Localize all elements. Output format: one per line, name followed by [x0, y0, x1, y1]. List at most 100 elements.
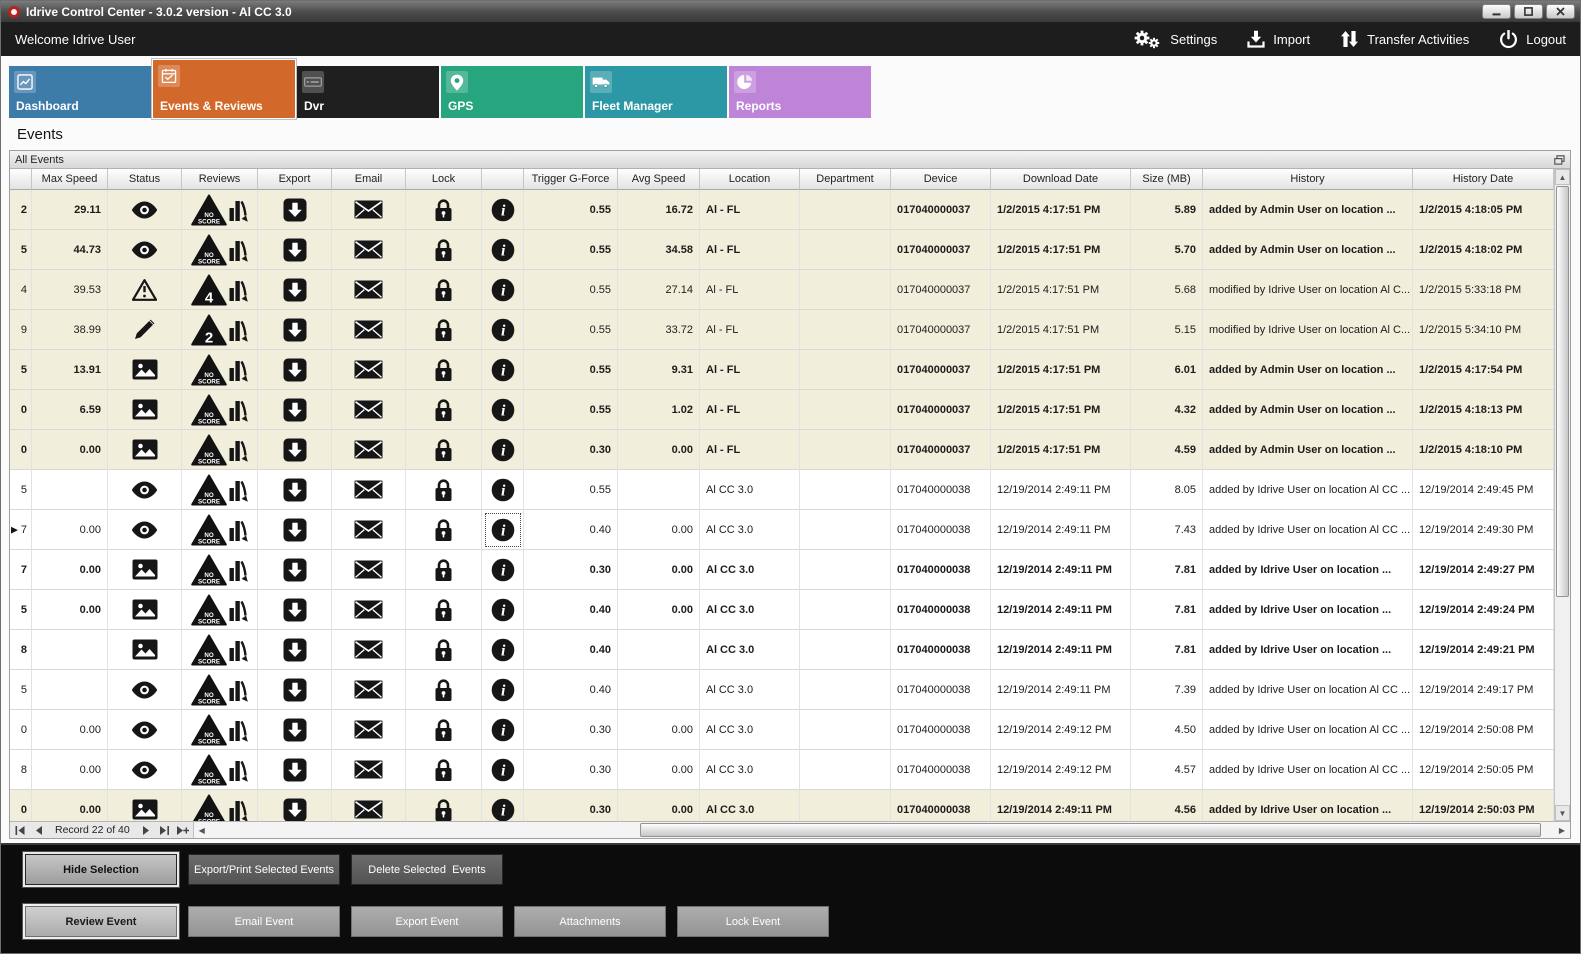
review-score-triangle-icon[interactable]: 2 — [191, 314, 227, 346]
email-icon[interactable] — [354, 280, 383, 299]
info-icon[interactable]: i — [491, 718, 515, 742]
pencil-icon[interactable] — [133, 318, 156, 341]
lock-icon[interactable] — [434, 198, 453, 222]
info-icon[interactable]: i — [491, 638, 515, 662]
column-header-size-mb[interactable]: Size (MB) — [1131, 169, 1203, 190]
tab-fleet-manager[interactable]: Fleet Manager — [585, 66, 727, 118]
table-row[interactable]: 5 13.91 NO SCORE i 0.55 9.31 Al - FL 01704000003… — [10, 350, 1554, 390]
eye-icon[interactable] — [131, 761, 158, 779]
review-chart-icon[interactable] — [229, 556, 248, 583]
column-header-max-speed[interactable]: Max Speed — [32, 169, 108, 190]
topbar-action-import[interactable]: Import — [1247, 30, 1310, 48]
table-row[interactable]: 0 6.59 NO SCORE i 0.55 1.02 Al - FL 017040000037… — [10, 390, 1554, 430]
email-icon[interactable] — [354, 240, 383, 259]
image-icon[interactable] — [132, 399, 158, 420]
export-icon[interactable] — [283, 518, 307, 542]
info-icon[interactable]: i — [491, 358, 515, 382]
export-event-button[interactable]: Export Event — [351, 906, 503, 937]
email-icon[interactable] — [354, 400, 383, 419]
email-icon[interactable] — [354, 560, 383, 579]
review-chart-icon[interactable] — [229, 276, 248, 303]
table-row[interactable]: 2 29.11 NO SCORE i 0.55 16.72 Al - FL 0170400000… — [10, 190, 1554, 230]
info-icon[interactable]: i — [491, 198, 515, 222]
email-event-button[interactable]: Email Event — [188, 906, 340, 937]
info-icon[interactable]: i — [491, 558, 515, 582]
lock-icon[interactable] — [434, 758, 453, 782]
review-chart-icon[interactable] — [229, 316, 248, 343]
email-icon[interactable] — [354, 320, 383, 339]
horizontal-scrollbar[interactable]: ◀ ▶ — [192, 822, 1570, 838]
column-header-department[interactable]: Department — [800, 169, 891, 190]
lock-icon[interactable] — [434, 438, 453, 462]
email-icon[interactable] — [354, 600, 383, 619]
lock-icon[interactable] — [434, 278, 453, 302]
image-icon[interactable] — [132, 599, 158, 620]
info-icon[interactable]: i — [491, 398, 515, 422]
lock-icon[interactable] — [434, 478, 453, 502]
column-header-device[interactable]: Device — [891, 169, 991, 190]
image-icon[interactable] — [132, 439, 158, 460]
export-icon[interactable] — [283, 438, 307, 462]
table-row[interactable]: 8 NO SCORE i 0.40 Al CC 3.0 017040000038 12/19/… — [10, 630, 1554, 670]
eye-icon[interactable] — [131, 721, 158, 739]
review-chart-icon[interactable] — [229, 796, 248, 821]
tab-reports[interactable]: Reports — [729, 66, 871, 118]
attachments-button[interactable]: Attachments — [514, 906, 666, 937]
panel-restore-icon[interactable] — [1554, 154, 1565, 165]
lock-icon[interactable] — [434, 718, 453, 742]
info-icon[interactable]: i — [491, 438, 515, 462]
column-header-info[interactable] — [482, 169, 524, 190]
email-icon[interactable] — [354, 480, 383, 499]
column-header-export[interactable]: Export — [258, 169, 332, 190]
table-row[interactable]: 8 0.00 NO SCORE i 0.30 0.00 Al CC 3.0 0170400000… — [10, 750, 1554, 790]
column-header-reviews[interactable]: Reviews — [182, 169, 258, 190]
table-row[interactable]: 5 NO SCORE i 0.40 Al CC 3.0 017040000038 12/19/… — [10, 670, 1554, 710]
info-icon[interactable]: i — [491, 278, 515, 302]
hide-selection-button[interactable]: Hide Selection — [25, 854, 177, 885]
table-row[interactable]: 0 0.00 NO SCORE i 0.30 0.00 Al - FL 017040000037… — [10, 430, 1554, 470]
export-icon[interactable] — [283, 358, 307, 382]
email-icon[interactable] — [354, 440, 383, 459]
tab-dashboard[interactable]: Dashboard — [9, 66, 151, 118]
lock-icon[interactable] — [434, 558, 453, 582]
column-header-status[interactable]: Status — [108, 169, 182, 190]
table-row[interactable]: 9 38.99 2 i 0.55 33.72 Al - FL 017040000037 1/2/… — [10, 310, 1554, 350]
table-row[interactable]: 5 0.00 NO SCORE i 0.40 0.00 Al CC 3.0 0170400000… — [10, 590, 1554, 630]
column-header-trigger-g-force[interactable]: Trigger G-Force — [524, 169, 618, 190]
email-icon[interactable] — [354, 800, 383, 819]
warning-icon[interactable] — [131, 278, 158, 301]
column-header-avg-speed[interactable]: Avg Speed — [618, 169, 700, 190]
review-chart-icon[interactable] — [229, 716, 248, 743]
image-icon[interactable] — [132, 799, 158, 820]
scroll-up-icon[interactable]: ▲ — [1555, 169, 1570, 185]
column-header-location[interactable]: Location — [700, 169, 800, 190]
lock-icon[interactable] — [434, 678, 453, 702]
topbar-action-settings[interactable]: Settings — [1132, 28, 1217, 50]
eye-icon[interactable] — [131, 201, 158, 219]
new-record-button[interactable] — [175, 825, 190, 835]
lock-icon[interactable] — [434, 238, 453, 262]
column-header-history[interactable]: History — [1203, 169, 1413, 190]
export-icon[interactable] — [283, 638, 307, 662]
scroll-left-icon[interactable]: ◀ — [198, 825, 205, 835]
review-chart-icon[interactable] — [229, 436, 248, 463]
topbar-action-transfer-activities[interactable]: Transfer Activities — [1340, 30, 1469, 48]
review-chart-icon[interactable] — [229, 236, 248, 263]
image-icon[interactable] — [132, 359, 158, 380]
lock-event-button[interactable]: Lock Event — [677, 906, 829, 937]
export-icon[interactable] — [283, 398, 307, 422]
info-icon[interactable]: i — [491, 798, 515, 822]
column-header-email[interactable]: Email — [332, 169, 406, 190]
image-icon[interactable] — [132, 639, 158, 660]
review-chart-icon[interactable] — [229, 396, 248, 423]
export-icon[interactable] — [283, 798, 307, 821]
lock-icon[interactable] — [434, 798, 453, 822]
